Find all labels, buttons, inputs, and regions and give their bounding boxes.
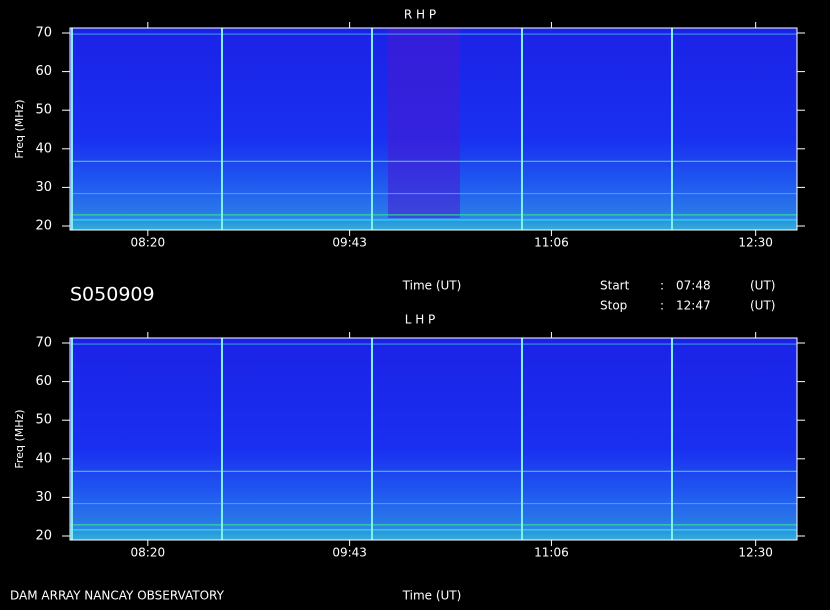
stop-label: Stop [600,299,627,313]
spectrogram [70,338,797,540]
plot-frame [69,337,798,541]
y-tick-label: 70 [35,26,52,41]
start-label: Start [600,279,630,293]
panel-title: L H P [405,313,436,327]
y-tick-label: 30 [35,490,52,505]
x-tick-label: 11:06 [534,236,569,250]
plot-frame [69,27,798,231]
x-tick-label: 08:20 [131,236,166,250]
y-tick-label: 30 [35,180,52,195]
start-time: 07:48 [676,279,711,293]
y-tick-label: 50 [35,103,52,118]
y-tick-label: 20 [35,529,52,544]
footer-source: DAM ARRAY NANCAY OBSERVATORY [10,589,225,603]
x-axis-label: Time (UT) [402,589,462,603]
y-axis-label: Freq (MHz) [13,409,26,468]
y-tick-label: 70 [35,336,52,351]
observation-id: S050909 [70,284,155,306]
y-tick-label: 60 [35,64,52,79]
x-tick-label: 12:30 [738,546,773,560]
x-tick-label: 11:06 [534,546,569,560]
unit: (UT) [750,299,775,313]
unit: (UT) [750,279,775,293]
y-axis-label: Freq (MHz) [13,99,26,158]
x-tick-label: 08:20 [131,546,166,560]
x-tick-label: 09:43 [332,546,367,560]
separator: : [660,279,664,293]
y-tick-label: 50 [35,413,52,428]
y-tick-label: 60 [35,374,52,389]
x-axis-label: Time (UT) [402,279,462,293]
y-tick-label: 20 [35,219,52,234]
y-tick-label: 40 [35,141,52,156]
x-tick-label: 09:43 [332,236,367,250]
stop-time: 12:47 [676,299,711,313]
separator: : [660,299,664,313]
y-tick-label: 40 [35,451,52,466]
spectrogram-region [388,28,460,218]
x-tick-label: 12:30 [738,236,773,250]
panel-title: R H P [404,8,436,22]
